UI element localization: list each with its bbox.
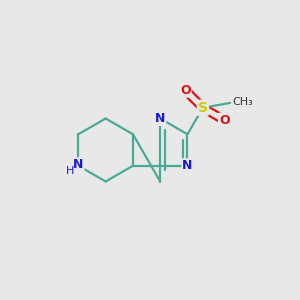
Text: N: N xyxy=(182,159,193,172)
Text: H: H xyxy=(66,166,74,176)
Text: O: O xyxy=(219,114,230,127)
Text: S: S xyxy=(198,101,208,115)
Text: CH₃: CH₃ xyxy=(232,97,253,107)
Text: O: O xyxy=(180,84,190,97)
Text: N: N xyxy=(73,158,84,171)
Text: N: N xyxy=(155,112,165,125)
